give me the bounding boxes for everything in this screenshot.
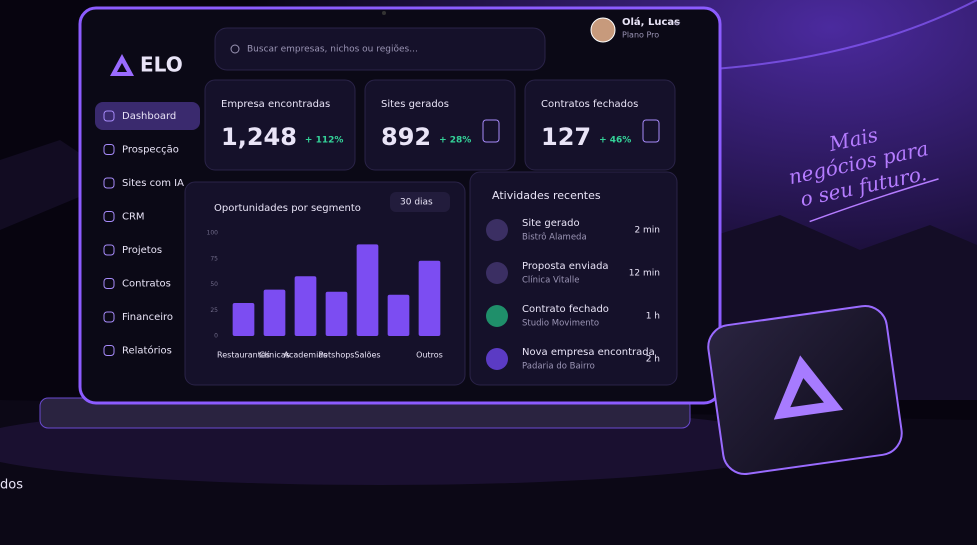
activity-company: Bistrô Alameda <box>522 232 587 243</box>
cube-body <box>707 305 903 475</box>
bar <box>387 294 410 336</box>
activity-name[interactable]: Site gerado <box>522 218 580 229</box>
stat-label: Contratos fechados <box>541 99 638 110</box>
activity-icon <box>486 348 508 370</box>
nav-icon <box>103 278 115 289</box>
stat-label: Sites gerados <box>381 99 449 110</box>
nav-icon <box>103 177 115 189</box>
nav-icon <box>103 211 115 222</box>
x-tick-label: Restaurantes <box>217 351 270 360</box>
stat-change: + 112% <box>305 136 343 146</box>
camera <box>382 11 386 15</box>
nav-icon <box>103 144 115 155</box>
bar <box>325 291 348 336</box>
stat-change: + 46% <box>599 136 631 146</box>
y-tick-label: 100 <box>207 230 219 237</box>
search-icon <box>230 44 240 54</box>
x-tick-label: Salões <box>354 351 380 360</box>
nav-icon <box>103 110 115 122</box>
nav-item[interactable]: Sites com IA <box>122 178 184 189</box>
bar <box>356 244 379 336</box>
cube-logo <box>773 355 844 420</box>
user-menu-caret[interactable] <box>673 21 681 26</box>
activity-icon <box>486 219 508 241</box>
cube <box>707 305 903 475</box>
x-tick-label: Academias <box>284 351 328 360</box>
chart-title: Oportunidades por segmento <box>214 203 361 214</box>
nav-icon <box>103 345 115 356</box>
tagline-underline <box>809 178 939 223</box>
activity-icon <box>486 305 508 327</box>
stat-card <box>364 79 516 171</box>
stat-label: Empresa encontradas <box>221 99 330 110</box>
activity-name[interactable]: Contrato fechado <box>522 304 609 315</box>
nav-icon <box>103 311 115 323</box>
nav-item[interactable]: Dashboard <box>122 111 176 122</box>
y-tick-label: 0 <box>214 333 218 340</box>
activity-time: 2 min <box>634 226 660 236</box>
stat-icon <box>642 119 660 143</box>
chart-filter[interactable] <box>390 192 450 212</box>
activity-icon <box>486 262 508 284</box>
y-tick-label: 25 <box>210 307 218 314</box>
nav-active <box>95 102 200 130</box>
stat-value: 127 <box>541 123 591 151</box>
user-greeting: Olá, Lucas <box>622 16 680 28</box>
activity-time: 1 h <box>646 312 660 322</box>
stat-card <box>524 79 676 171</box>
edge-text: dos <box>0 478 23 493</box>
nav-item[interactable]: Financeiro <box>122 312 173 323</box>
user-plan: Plano Pro <box>622 31 659 40</box>
x-tick-label: Outros <box>416 351 443 360</box>
x-tick-label: Petshops <box>319 351 355 360</box>
stat-card <box>204 79 356 171</box>
stat-value: 892 <box>381 123 431 151</box>
activity-company: Padaria do Bairro <box>522 362 595 372</box>
bar <box>294 276 317 336</box>
brand: ELO <box>140 53 183 77</box>
activity-name[interactable]: Nova empresa encontrada <box>522 347 655 358</box>
bar <box>263 289 286 336</box>
nav-item[interactable]: Projetos <box>122 245 162 256</box>
nav-item[interactable]: CRM <box>122 212 145 223</box>
activity-time: 2 h <box>646 355 660 365</box>
avatar[interactable] <box>590 17 616 43</box>
bar <box>418 260 441 336</box>
stat-value: 1,248 <box>221 123 297 151</box>
horizon-arc <box>699 0 977 71</box>
activity-company: Clínica Vitalle <box>522 276 579 286</box>
activity-title: Atividades recentes <box>492 189 601 202</box>
activity-card <box>469 171 678 386</box>
activity-name[interactable]: Proposta enviada <box>522 261 609 272</box>
nav-item[interactable]: Contratos <box>122 279 171 290</box>
x-tick-label: Clínicas <box>259 351 290 360</box>
search-bar[interactable] <box>214 27 546 71</box>
logo-icon <box>110 54 134 76</box>
nav-item[interactable]: Prospecção <box>122 145 179 156</box>
search-placeholder: Buscar empresas, nichos ou regiões... <box>247 45 418 55</box>
activity-company: Studio Movimento <box>522 319 599 329</box>
chart-filter-label: 30 dias <box>400 198 433 208</box>
nav-item[interactable]: Relatórios <box>122 345 172 357</box>
y-tick-label: 75 <box>210 255 218 262</box>
nav-icon <box>103 244 115 256</box>
stat-icon <box>482 119 500 143</box>
y-tick-label: 50 <box>210 281 218 288</box>
bar <box>232 303 255 336</box>
activity-time: 12 min <box>629 269 660 279</box>
stat-change: + 28% <box>439 136 471 146</box>
